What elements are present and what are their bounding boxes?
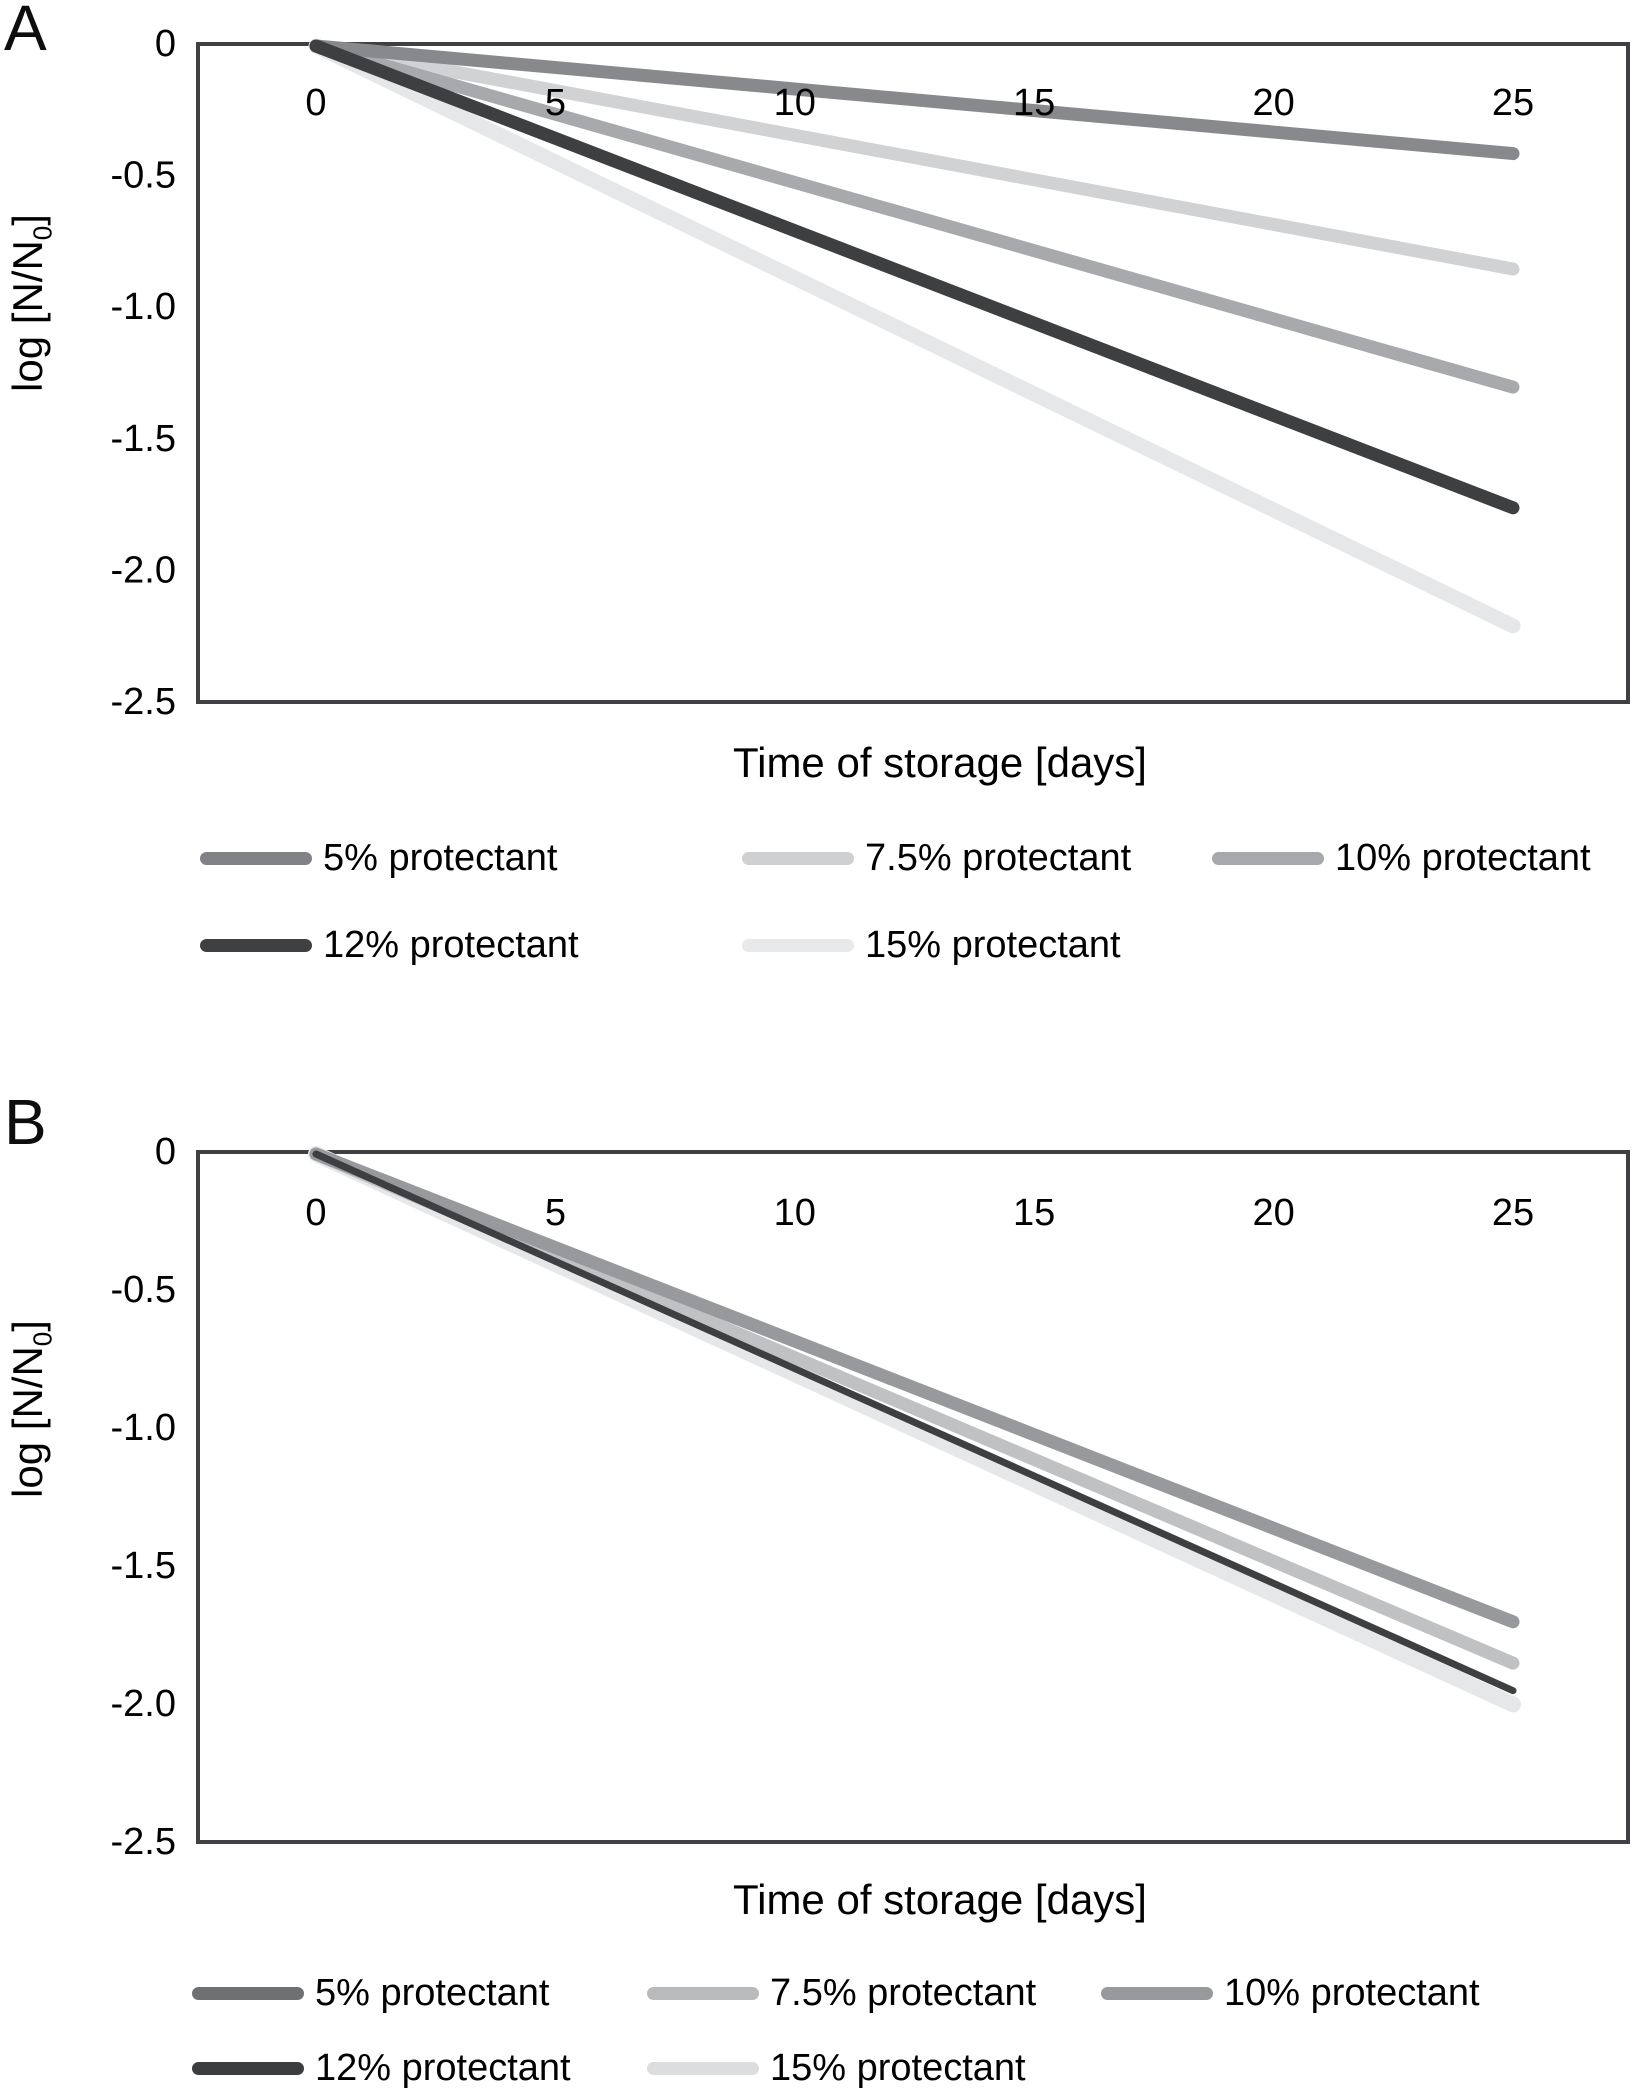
x-axis-title-b: Time of storage [days] xyxy=(733,1876,1147,1923)
plot-frame-B xyxy=(196,1150,1630,1844)
x-tick-label-B-10: 10 xyxy=(774,1192,816,1234)
series-line-A-10-protectant xyxy=(309,39,1520,394)
y-tick-label-B--0.5: -0.5 xyxy=(111,1269,176,1311)
series-line-A-5-protectant xyxy=(309,39,1520,161)
series-line-A-15-protectant xyxy=(308,38,1521,634)
y-tick-label-A-0: 0 xyxy=(155,23,176,65)
y-tick-label-A--2.5: -2.5 xyxy=(111,681,176,723)
y-tick-label-B--1.5: -1.5 xyxy=(111,1545,176,1587)
x-tick-label-B-25: 25 xyxy=(1492,1192,1534,1234)
y-axis-title-a-subscript: 0 xyxy=(27,225,58,241)
y-axis-title-a-close: ] xyxy=(4,214,51,226)
y-tick-label-A--0.5: -0.5 xyxy=(111,155,176,197)
panel-b-label: B xyxy=(4,1086,47,1158)
x-tick-label-A-5: 5 xyxy=(545,82,566,124)
series-line-A-7.5-protectant xyxy=(309,39,1520,276)
series-line-B-12-protectant xyxy=(312,1150,1517,1695)
y-tick-label-A--1.0: -1.0 xyxy=(111,286,176,328)
y-tick-label-B--2.5: -2.5 xyxy=(111,1821,176,1863)
y-tick-label-B-0: 0 xyxy=(155,1131,176,1173)
x-axis-title-a: Time of storage [days] xyxy=(733,739,1147,786)
y-axis-title-b: log [N/N0] xyxy=(4,1209,57,1609)
x-tick-label-A-20: 20 xyxy=(1252,82,1294,124)
y-axis-title-a: log [N/N0] xyxy=(4,103,57,503)
y-tick-label-B--2.0: -2.0 xyxy=(111,1683,176,1725)
x-tick-label-B-15: 15 xyxy=(1013,1192,1055,1234)
y-tick-label-A--2.0: -2.0 xyxy=(111,549,176,591)
x-tick-label-B-20: 20 xyxy=(1252,1192,1294,1234)
plot-frame-A xyxy=(196,42,1630,704)
x-tick-label-A-15: 15 xyxy=(1013,82,1055,124)
y-axis-title-b-subscript: 0 xyxy=(27,1331,58,1347)
x-tick-label-B-5: 5 xyxy=(545,1192,566,1234)
y-axis-title-b-text: log [N/N xyxy=(4,1346,51,1498)
panel-a-label: A xyxy=(4,0,47,64)
x-tick-label-A-10: 10 xyxy=(774,82,816,124)
y-axis-title-b-close: ] xyxy=(4,1320,51,1332)
y-tick-label-B--1.0: -1.0 xyxy=(111,1407,176,1449)
x-tick-label-A-25: 25 xyxy=(1492,82,1534,124)
series-line-B-10-protectant xyxy=(309,1147,1520,1629)
y-axis-title-a-text: log [N/N xyxy=(4,240,51,392)
x-tick-label-A-0: 0 xyxy=(305,82,326,124)
series-line-A-12-protectant xyxy=(309,39,1520,515)
x-tick-label-B-0: 0 xyxy=(305,1192,326,1234)
y-tick-label-A--1.5: -1.5 xyxy=(111,418,176,460)
